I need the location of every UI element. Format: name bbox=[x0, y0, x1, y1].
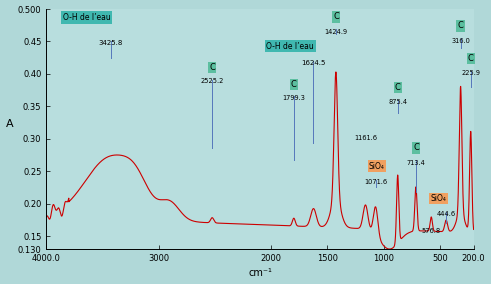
Text: 1071.6: 1071.6 bbox=[364, 179, 387, 185]
Text: 1161.6: 1161.6 bbox=[354, 135, 377, 141]
Text: 444.6: 444.6 bbox=[436, 211, 456, 218]
Text: 713.4: 713.4 bbox=[407, 160, 425, 166]
Text: SiO₄: SiO₄ bbox=[369, 162, 385, 170]
Text: C: C bbox=[333, 12, 339, 21]
Text: C: C bbox=[458, 21, 464, 30]
Text: 1799.3: 1799.3 bbox=[282, 95, 305, 101]
Text: C: C bbox=[468, 54, 474, 63]
Text: C: C bbox=[291, 80, 297, 89]
Y-axis label: A: A bbox=[5, 119, 13, 129]
Text: 225.9: 225.9 bbox=[461, 70, 480, 76]
Text: 875.4: 875.4 bbox=[388, 99, 407, 105]
X-axis label: cm⁻¹: cm⁻¹ bbox=[248, 268, 272, 278]
Text: O-H de l’eau: O-H de l’eau bbox=[267, 41, 314, 51]
Text: 316.0: 316.0 bbox=[451, 37, 470, 43]
Text: 1624.5: 1624.5 bbox=[301, 60, 326, 66]
Text: SiO₄: SiO₄ bbox=[431, 194, 447, 203]
Text: 1424.9: 1424.9 bbox=[325, 28, 348, 35]
Text: C: C bbox=[209, 63, 215, 72]
Text: 2525.2: 2525.2 bbox=[200, 78, 224, 84]
Text: C: C bbox=[413, 143, 419, 152]
Text: O-H de l’eau: O-H de l’eau bbox=[63, 13, 110, 22]
Text: C: C bbox=[395, 83, 401, 92]
Text: 3425.8: 3425.8 bbox=[99, 40, 123, 46]
Text: 576.8: 576.8 bbox=[422, 227, 441, 234]
